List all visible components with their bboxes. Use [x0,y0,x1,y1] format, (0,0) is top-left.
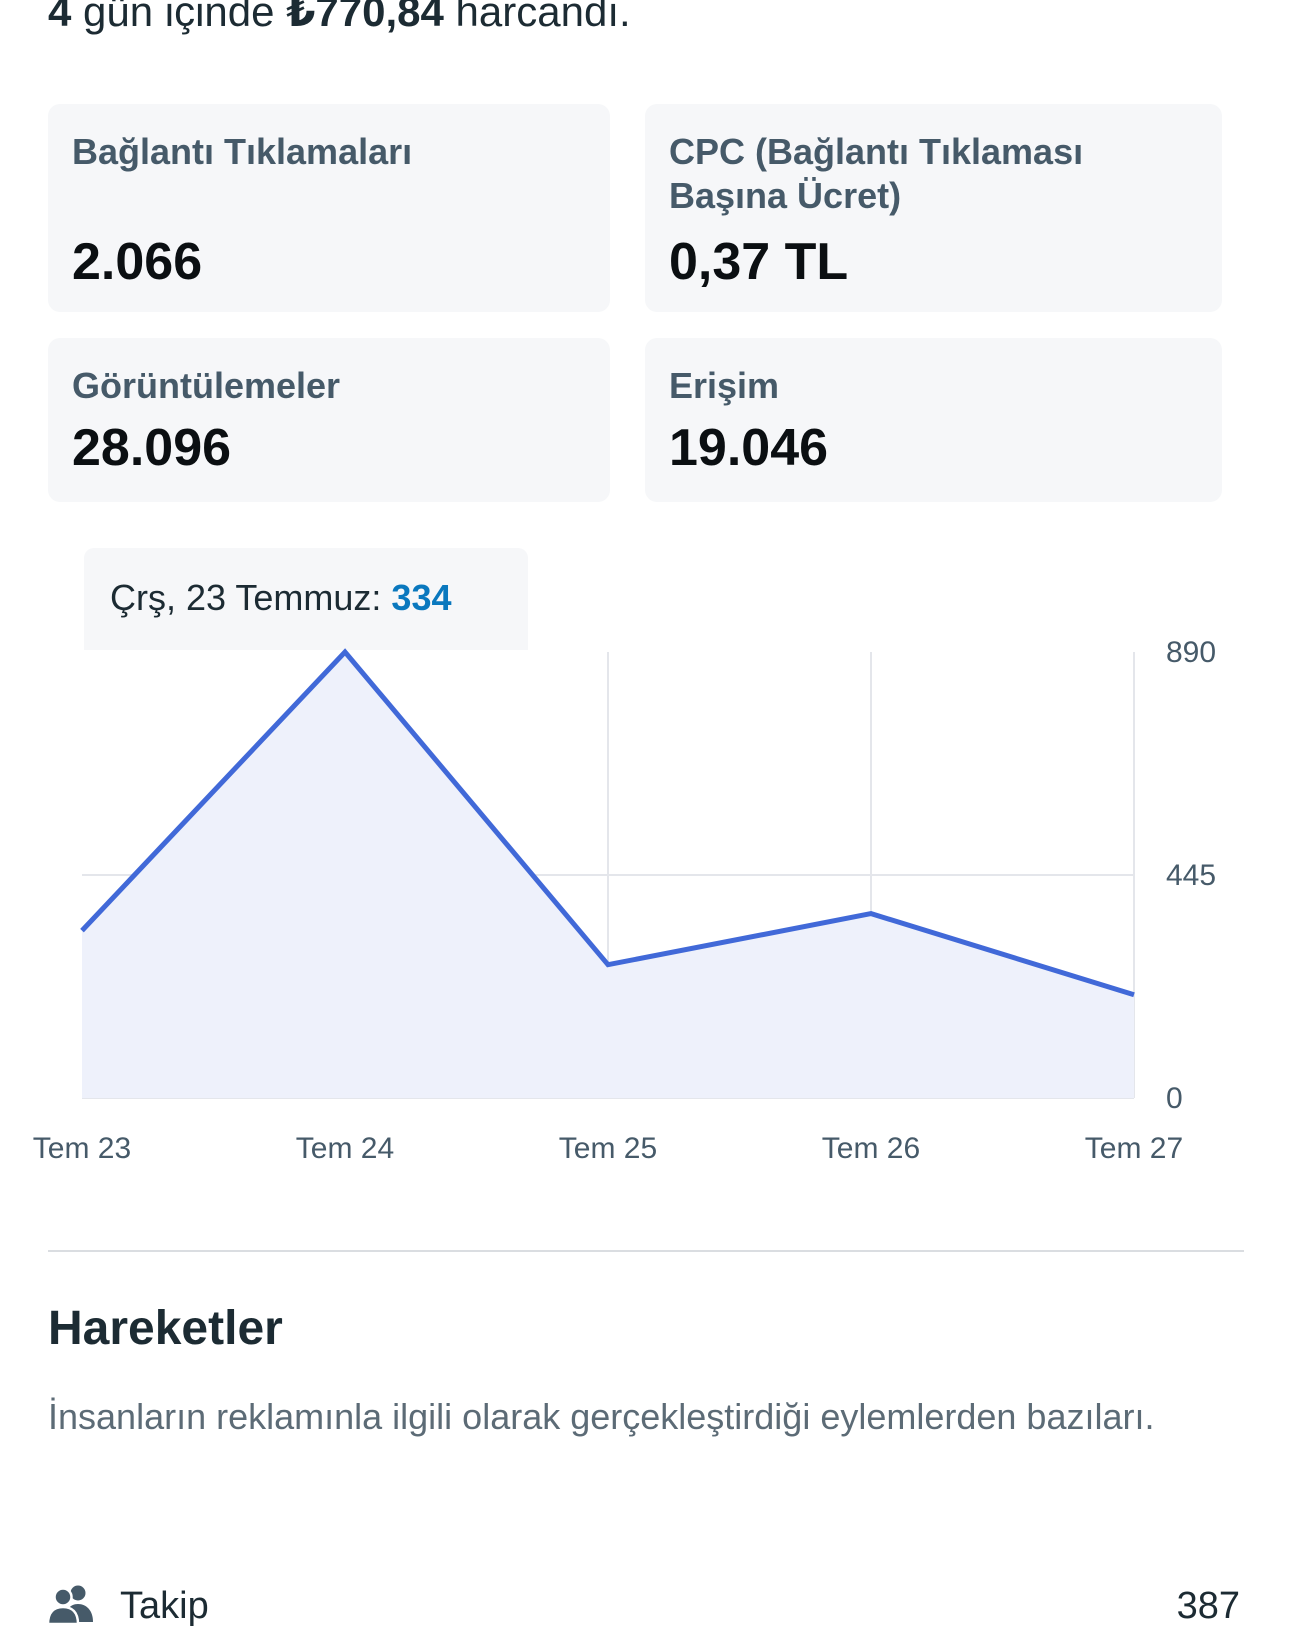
metric-value: 0,37 TL [669,233,849,291]
x-tick-label: Tem 25 [559,1132,657,1165]
chart-area [82,652,1134,1098]
metric-value: 28.096 [72,419,232,477]
action-row-follow[interactable]: Takip 387 [48,1580,1244,1633]
chart-tooltip: Çrş, 23 Temmuz: 334 [84,548,528,650]
metric-card-cpc[interactable]: CPC (Bağlantı Tıklaması Başına Ücret) 0,… [645,104,1222,312]
people-icon [48,1585,93,1624]
metric-label: Görüntülemeler [72,365,341,406]
metric-value: 19.046 [669,419,829,477]
spend-summary: 4 gün içinde ₺770,84 harcandı. [48,0,631,40]
x-axis: Tem 23 Tem 24 Tem 25 Tem 26 Tem 27 [33,1132,1183,1165]
spend-text-end: harcandı. [443,0,631,35]
metric-label: CPC (Bağlantı Tıklaması Başına Ücret) [669,131,1084,216]
spend-text-mid: gün içinde [71,0,287,35]
x-tick-label: Tem 27 [1085,1132,1183,1165]
y-tick-label: 0 [1166,1082,1183,1115]
daily-results-chart[interactable]: 890 445 0 Tem 23 Tem 24 Tem 25 Tem 26 Tem 27 [0,636,1290,1230]
chart-line [80,648,1135,998]
action-label: Takip [120,1585,209,1627]
action-count: 387 [1176,1585,1240,1627]
x-tick-label: Tem 23 [33,1132,131,1165]
metric-card-impressions[interactable]: Görüntülemeler 28.096 [48,338,610,502]
spend-amount: ₺770,84 [286,0,444,35]
x-tick-label: Tem 26 [822,1132,920,1165]
metric-label: Bağlantı Tıklamaları [72,131,413,172]
y-axis: 890 445 0 [1166,636,1216,1115]
metric-value: 2.066 [72,233,203,291]
tooltip-value: 334 [391,577,452,618]
x-tick-label: Tem 24 [296,1132,394,1165]
metric-card-link-clicks[interactable]: Bağlantı Tıklamaları 2.066 [48,104,610,312]
metric-label: Erişim [669,365,780,406]
y-tick-label: 890 [1166,636,1216,669]
tooltip-label: Çrş, 23 Temmuz: [110,577,392,618]
spend-days: 4 [48,0,72,35]
actions-description: İnsanların reklamınla ilgili olarak gerç… [48,1396,1155,1437]
y-tick-label: 445 [1166,859,1216,892]
metric-card-reach[interactable]: Erişim 19.046 [645,338,1222,502]
actions-title: Hareketler [48,1302,283,1355]
section-divider [48,1250,1244,1252]
